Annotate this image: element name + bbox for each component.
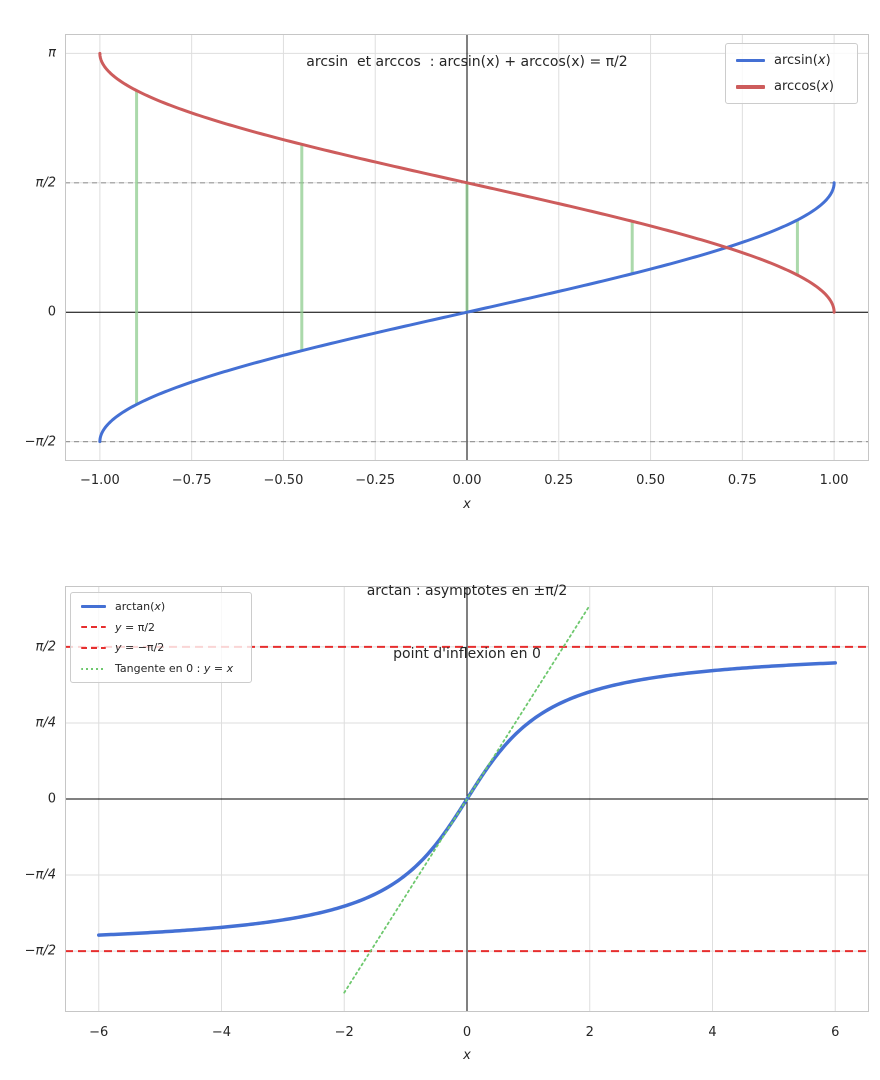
x-tick-label: 0 xyxy=(462,1025,472,1040)
legend-item: Tangente en 0 : y = x xyxy=(81,662,241,675)
identity-curve xyxy=(343,604,591,994)
x-tick-label: −0.25 xyxy=(355,473,396,488)
top-plot-svg xyxy=(65,34,869,461)
legend-item: arctan(x) xyxy=(81,600,241,613)
x-tick-label: 0.25 xyxy=(544,473,574,488)
x-tick-label: −4 xyxy=(211,1025,232,1040)
y-tick-label: π/4 xyxy=(35,715,56,731)
legend-label-part: x xyxy=(154,599,161,613)
top-legend: arcsin(x) arccos(x) xyxy=(725,43,858,104)
legend-label-part: arctan( xyxy=(115,599,155,613)
legend-label-part: ) xyxy=(828,79,834,95)
bottom-plot-svg xyxy=(65,586,869,1012)
legend-label: arctan(x) xyxy=(115,600,165,613)
y-tick-label: −π/4 xyxy=(24,867,56,883)
bottom-chart-title-line2: point d'inflexion en 0 xyxy=(393,646,541,662)
legend-label-part: ) xyxy=(160,599,166,613)
x-tick-label: −1.00 xyxy=(79,473,120,488)
legend-solid-line-swatch xyxy=(736,58,765,62)
x-tick-label: −0.50 xyxy=(263,473,304,488)
top-x-axis-label: x xyxy=(463,497,471,512)
arccos-curve xyxy=(98,51,836,314)
legend-solid-line-swatch xyxy=(736,85,765,89)
y-tick-label: 0 xyxy=(47,304,56,320)
legend-label-part: x xyxy=(226,662,234,676)
y-tick-label: π xyxy=(48,45,56,61)
legend-label-part: ) xyxy=(825,52,831,68)
legend-label-part: x xyxy=(821,79,829,95)
legend-label-part: y xyxy=(203,662,211,676)
legend-label-part: x xyxy=(817,52,826,68)
legend-dashed-line-swatch xyxy=(81,626,106,629)
legend-label-part: arccos( xyxy=(774,79,822,95)
legend-item: y = π/2 xyxy=(81,621,241,634)
legend-dotted-line-swatch xyxy=(81,667,106,670)
y-tick-label: 0 xyxy=(47,791,56,807)
bottom-chart-title: arctan : asymptotes en ±π/2 point d'infl… xyxy=(65,539,869,707)
y-tick-label: π/2 xyxy=(35,175,56,191)
legend-solid-line-swatch xyxy=(81,604,106,609)
y-tick-label: −π/2 xyxy=(24,434,56,450)
legend-item: arccos(x) xyxy=(736,79,847,94)
axes-spines xyxy=(65,586,869,1012)
x-tick-label: −6 xyxy=(89,1025,109,1040)
legend-label: y = π/2 xyxy=(115,621,155,634)
legend-label-part: y xyxy=(115,620,122,634)
y-tick-label: −π/2 xyxy=(24,943,56,959)
x-tick-label: −0.75 xyxy=(171,473,212,488)
bottom-chart-title-line1: arctan : asymptotes en ±π/2 xyxy=(366,583,568,599)
legend-label-part: y xyxy=(115,641,122,655)
x-tick-label: 4 xyxy=(708,1025,717,1040)
arcsin-curve xyxy=(98,181,836,444)
x-tick-label: 2 xyxy=(585,1025,594,1040)
x-tick-label: 0.50 xyxy=(636,473,666,488)
legend-item: arcsin(x) xyxy=(736,53,847,68)
top-chart-title: arcsin et arccos : arcsin(x) + arccos(x)… xyxy=(65,10,869,115)
legend-label-part: = xyxy=(210,662,227,676)
axes-spines xyxy=(65,34,869,461)
legend-label-part: arcsin( xyxy=(774,52,818,68)
legend-label: Tangente en 0 : y = x xyxy=(115,662,233,675)
legend-dashed-line-swatch xyxy=(81,646,106,649)
legend-item: y = −π/2 xyxy=(81,641,241,654)
x-tick-label: −2 xyxy=(334,1025,354,1040)
legend-label: arcsin(x) xyxy=(774,53,831,68)
x-tick-label: 0.00 xyxy=(452,473,482,488)
bottom-legend: arctan(x) y = π/2 y = −π/2 Tangente en 0 : … xyxy=(70,592,252,683)
x-tick-label: 0.75 xyxy=(727,473,757,488)
legend-label: y = −π/2 xyxy=(115,641,164,654)
legend-label-part: = π/2 xyxy=(121,620,156,634)
top-chart-title-line: arcsin et arccos : arcsin(x) + arccos(x)… xyxy=(306,54,628,70)
legend-label: arccos(x) xyxy=(774,79,834,94)
x-tick-label: 1.00 xyxy=(819,473,849,488)
legend-label-part: Tangente en 0 : xyxy=(115,662,204,676)
y-tick-label: π/2 xyxy=(35,639,56,655)
x-tick-label: 6 xyxy=(831,1025,840,1040)
bottom-x-axis-label: x xyxy=(463,1048,471,1063)
legend-label-part: = −π/2 xyxy=(121,641,165,655)
